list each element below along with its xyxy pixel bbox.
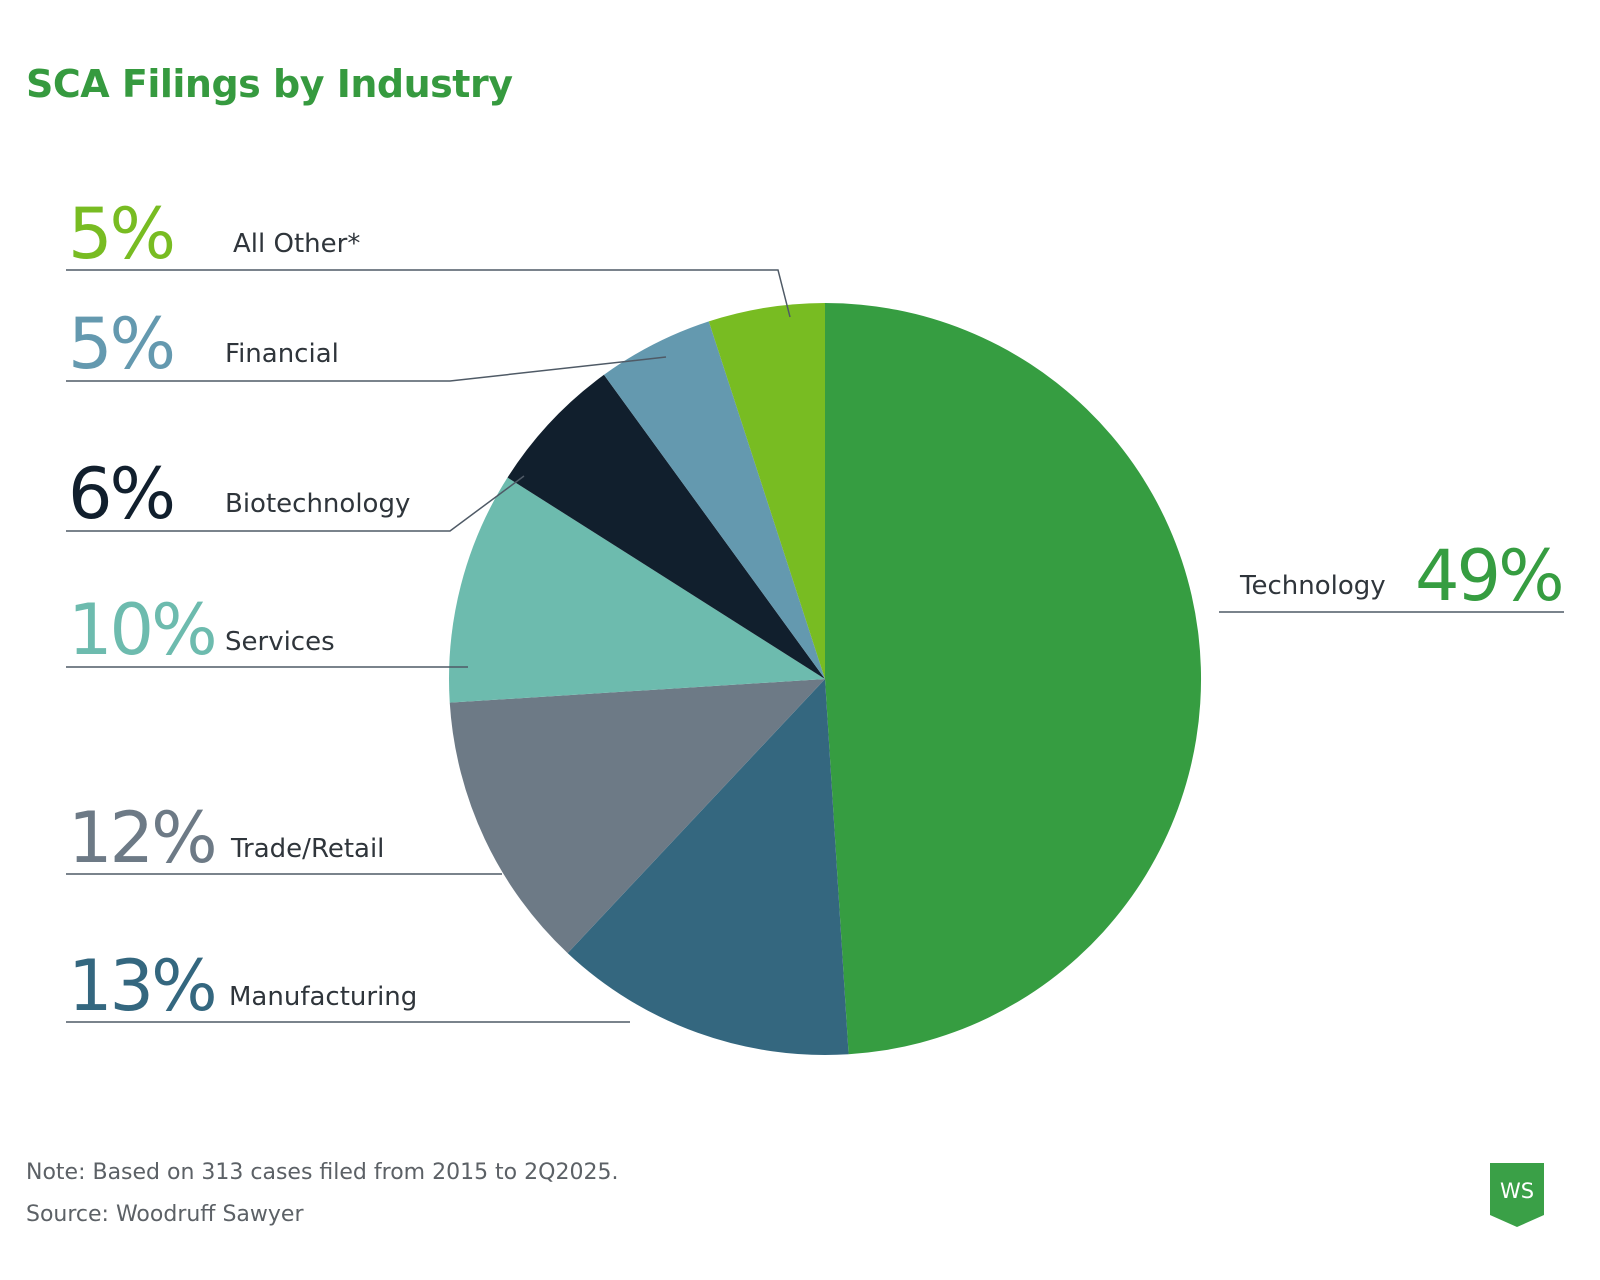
pct-label-financial: 5% — [68, 303, 173, 385]
chart-title: SCA Filings by Industry — [26, 62, 513, 106]
pct-label-services: 10% — [68, 589, 215, 671]
leader-line-financial — [66, 356, 667, 382]
pie-slice-technology — [825, 303, 1202, 1055]
category-label-services: Services — [225, 627, 335, 657]
pie-slice-financial — [603, 321, 825, 679]
category-label-manufacturing: Manufacturing — [229, 982, 417, 1012]
category-label-technology: Technology — [1239, 571, 1386, 601]
logo-shield — [1490, 1163, 1544, 1227]
pct-label-all-other: 5% — [68, 193, 173, 275]
footer-source: Source: Woodruff Sawyer — [26, 1202, 304, 1227]
pct-label-technology: 49% — [1415, 535, 1562, 617]
category-label-biotechnology: Biotechnology — [225, 489, 410, 519]
pct-label-biotechnology: 6% — [68, 453, 173, 535]
pct-label-manufacturing: 13% — [68, 945, 215, 1027]
slice-labels: 5% All Other* 5% Financial 6% Biotechnol… — [68, 193, 1565, 1027]
pie-slice-trade-retail — [449, 679, 825, 954]
category-label-trade-retail: Trade/Retail — [230, 834, 384, 864]
pie-slice-all-other — [708, 303, 825, 679]
footer-note: Note: Based on 313 cases filed from 2015… — [26, 1160, 619, 1185]
category-label-financial: Financial — [225, 339, 339, 369]
leader-line-all-other — [66, 269, 791, 318]
leader-line-biotechnology — [66, 475, 525, 532]
category-label-all-other: All Other* — [233, 229, 360, 259]
pie-slice-services — [448, 477, 825, 703]
leader-lines — [66, 269, 1564, 1023]
pct-label-trade-retail: 12% — [68, 797, 215, 879]
pie-slice-biotechnology — [507, 374, 825, 679]
pie-slices — [448, 303, 1202, 1056]
woodruff-sawyer-logo: WS — [1490, 1163, 1544, 1227]
pie-slice-manufacturing — [567, 679, 849, 1056]
logo-text: WS — [1500, 1179, 1534, 1203]
